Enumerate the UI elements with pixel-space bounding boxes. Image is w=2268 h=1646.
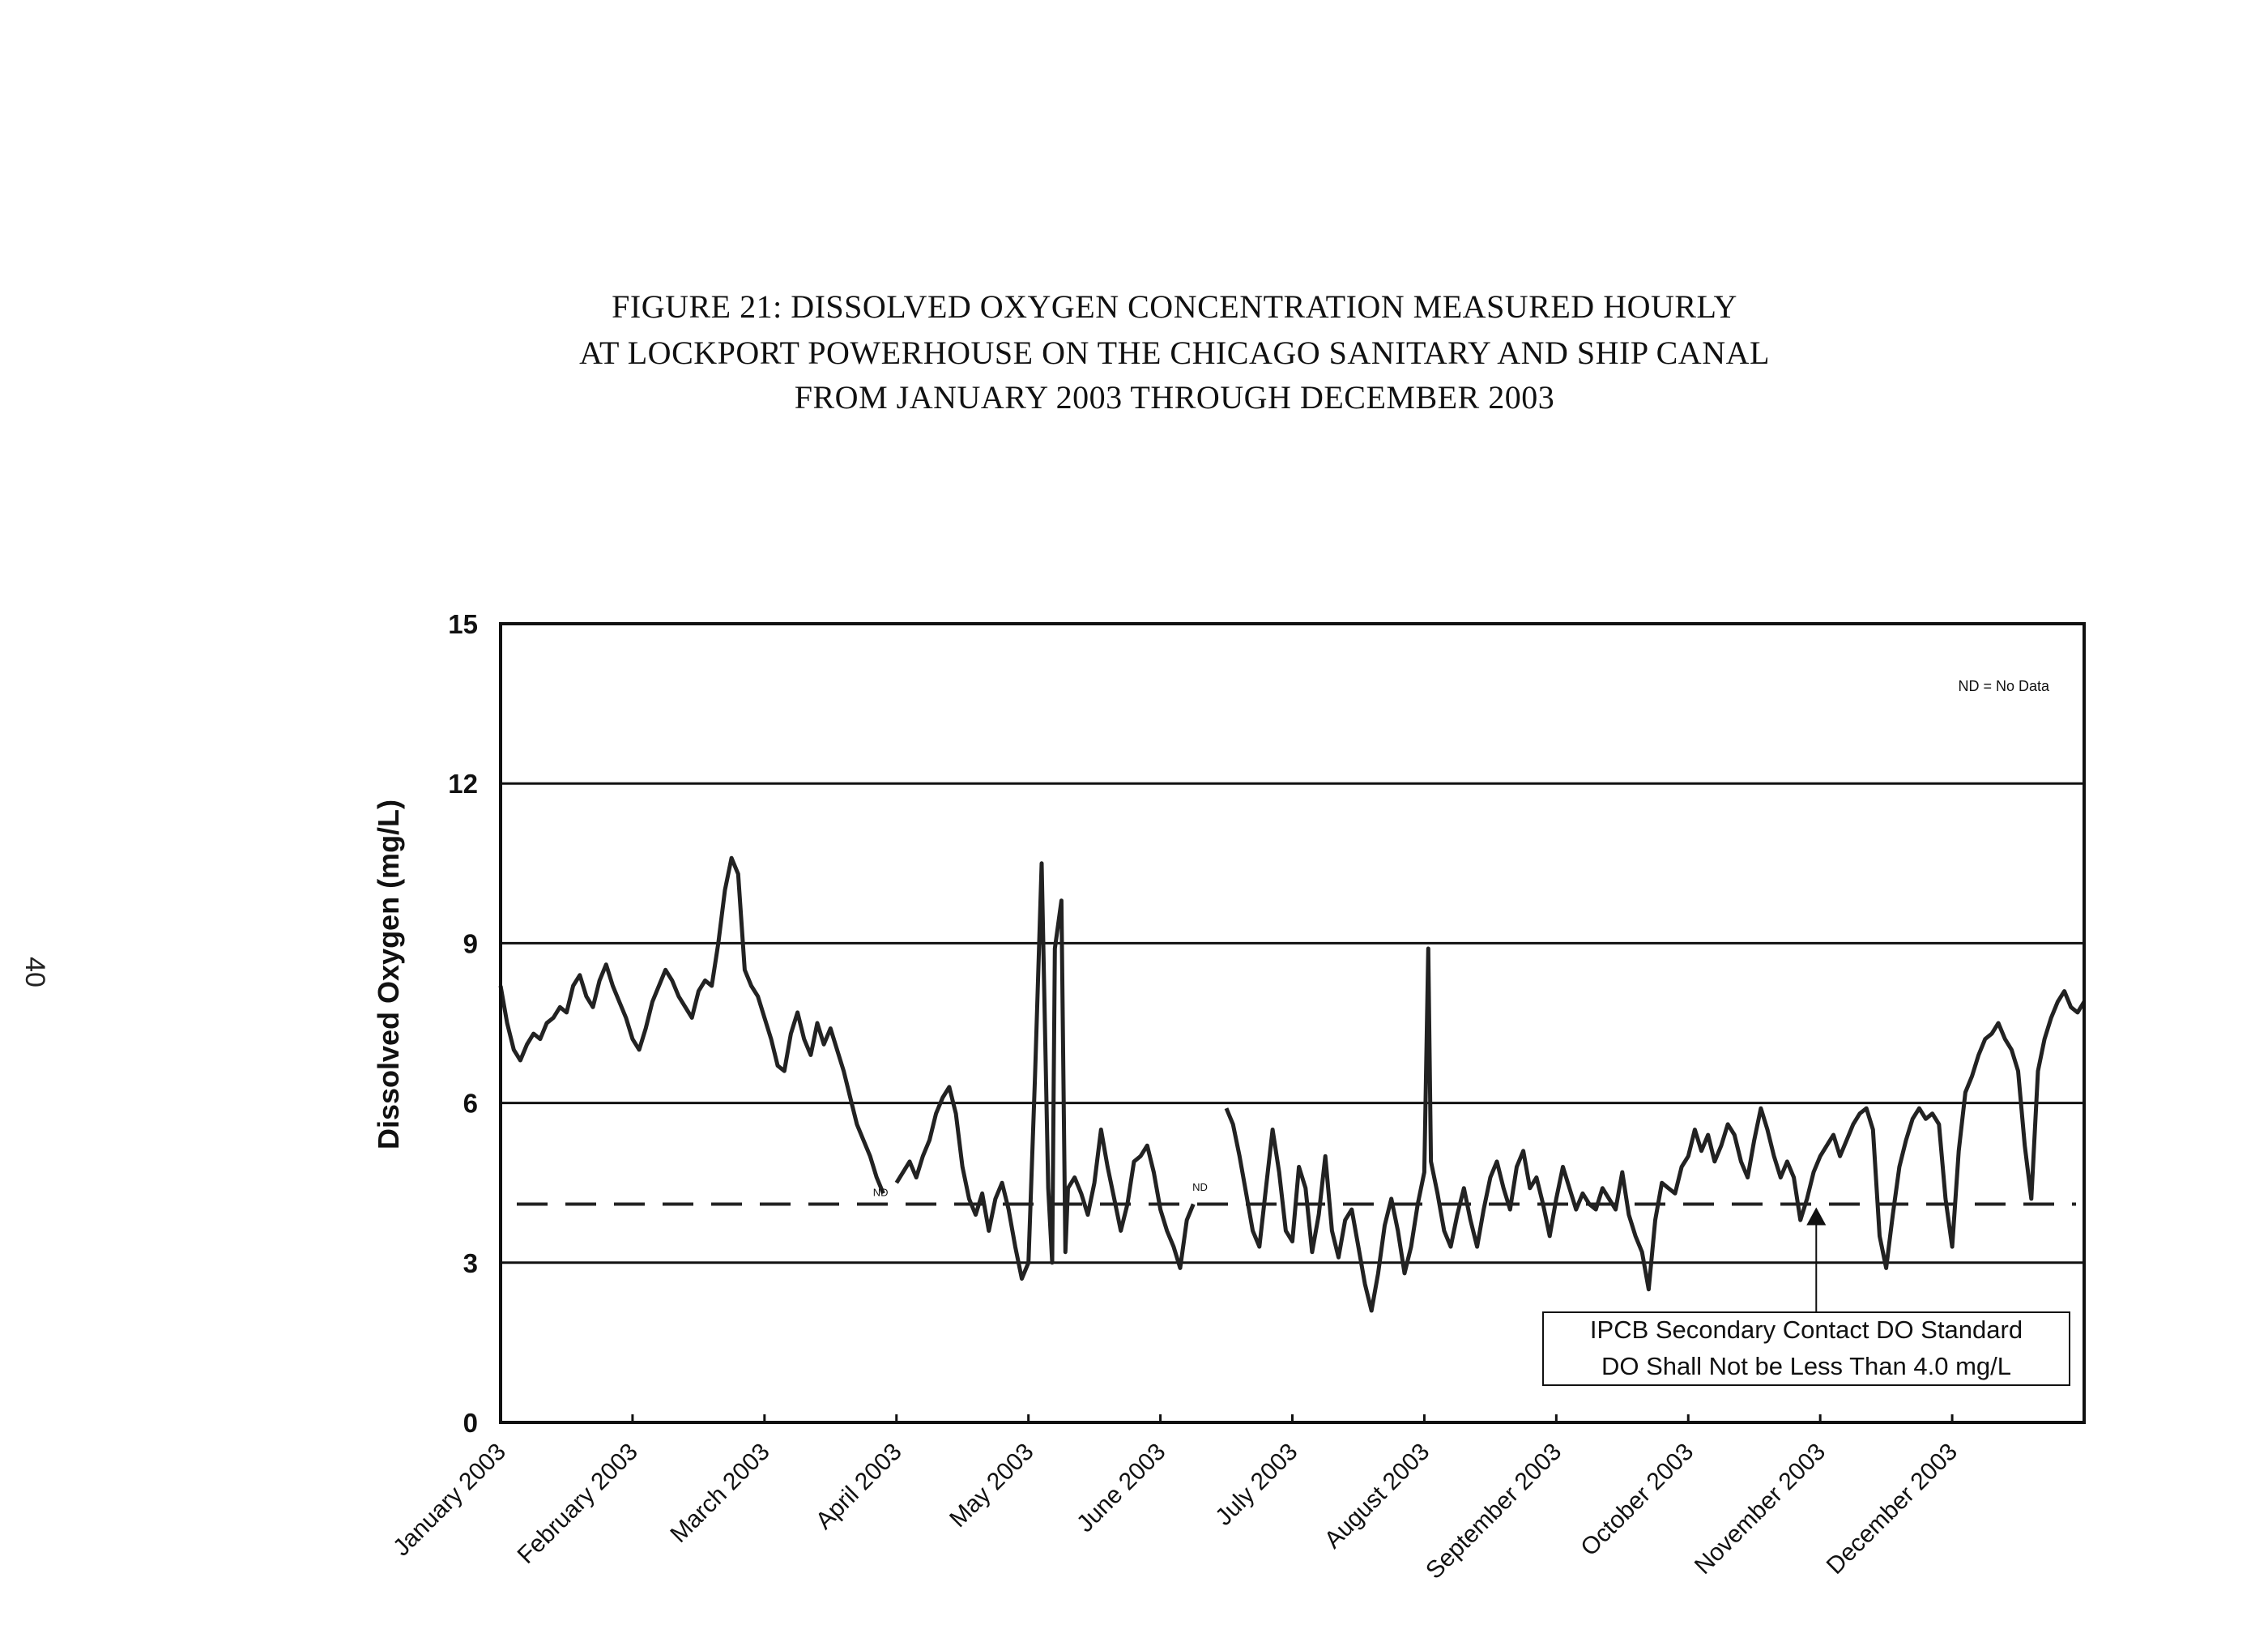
plot-frame	[499, 622, 2086, 1424]
x-tick-label: July 2003	[1210, 1439, 1302, 1531]
x-tick-layer: January 2003 February 2003 March 2003 April…	[388, 1414, 1963, 1584]
x-tick-label: November 2003	[1690, 1439, 1831, 1580]
y-tick-label: 12	[448, 769, 478, 799]
annotation-line-1: IPCB Secondary Contact DO Standard	[1590, 1316, 2023, 1344]
series-line	[1224, 946, 2087, 1313]
x-tick-label: October 2003	[1575, 1439, 1699, 1562]
x-tick-label: June 2003	[1072, 1439, 1170, 1537]
x-tick-label: December 2003	[1822, 1439, 1963, 1580]
figure-title-line-1: FIGURE 21: DISSOLVED OXYGEN CONCENTRATIO…	[612, 288, 1737, 325]
nd-marker: ND	[873, 1187, 889, 1199]
y-tick-layer: 0 3 6 9 12 15	[448, 609, 478, 1438]
x-tick-label: May 2003	[944, 1439, 1038, 1533]
y-tick-label: 6	[463, 1089, 478, 1119]
y-tick-label: 0	[463, 1408, 478, 1438]
annotation-arrow-head	[1806, 1207, 1827, 1226]
nd-marker-layer: ND ND	[873, 1181, 1208, 1199]
x-tick-label: March 2003	[665, 1439, 774, 1548]
series-line	[894, 861, 1196, 1281]
x-tick-label: September 2003	[1421, 1439, 1567, 1584]
x-tick-label: February 2003	[513, 1439, 643, 1569]
annotation-box	[1542, 1311, 2070, 1386]
annotation-line-2: DO Shall Not be Less Than 4.0 mg/L	[1601, 1352, 2011, 1380]
standard-annotation: IPCB Secondary Contact DO Standard DO Sh…	[1542, 1207, 2070, 1386]
y-axis-label: Dissolved Oxygen (mg/L)	[372, 800, 405, 1149]
x-tick-label: August 2003	[1319, 1439, 1435, 1554]
legend-note: ND = No Data	[1958, 678, 2050, 694]
nd-marker: ND	[1192, 1181, 1208, 1193]
y-tick-label: 3	[463, 1248, 478, 1278]
figure-title-line-2: AT LOCKPORT POWERHOUSE ON THE CHICAGO SA…	[579, 335, 1770, 371]
y-tick-label: 9	[463, 928, 478, 958]
series-layer	[498, 855, 2087, 1313]
series-line	[498, 855, 885, 1195]
y-tick-label: 15	[448, 609, 478, 639]
grid-layer	[501, 782, 2084, 1264]
figure-title-line-3: FROM JANUARY 2003 THROUGH DECEMBER 2003	[794, 379, 1555, 416]
x-tick-label: April 2003	[811, 1439, 907, 1535]
x-tick-label: January 2003	[388, 1439, 511, 1562]
